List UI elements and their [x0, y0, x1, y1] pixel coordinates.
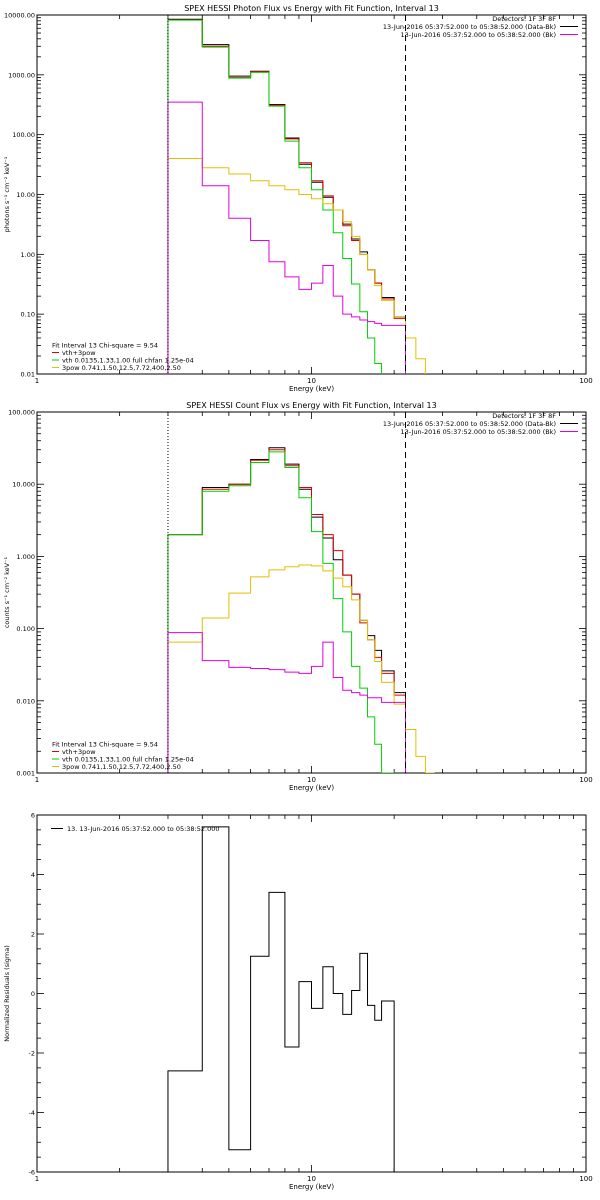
legend-item-label: 3pow 0.741,1.50,12.5,7.72,400,2.50 [62, 763, 181, 771]
x-tick-label: 10 [307, 1175, 316, 1183]
y-tick-label: 0.001 [16, 770, 35, 778]
y-tick-label: 2 [31, 931, 35, 939]
chart-panel-3: 1 10 100 Energy (keV) -6 -4 -2 0 2 4 6 Normalized R… [3, 812, 593, 1192]
chart-title: SPEX HESSI Photon Flux vs Energy with Fi… [184, 4, 439, 13]
legend-header: Fit Interval 13 Chi-square = 9.54 [52, 342, 158, 350]
chart-panel-2: SPEX HESSI Count Flux vs Energy with Fit… [3, 401, 593, 792]
legend-item-label: vth+3pow [62, 349, 96, 357]
plot-area [167, 826, 395, 1172]
series-line-vth [167, 451, 395, 773]
series-line-data-bk [167, 101, 406, 374]
y-tick-label: -2 [29, 1050, 35, 1058]
y-tick-label: 0.01 [21, 371, 35, 379]
legend-header: Fit Interval 13 Chi-square = 9.54 [52, 741, 158, 749]
y-tick-label: 0.100 [16, 625, 35, 633]
y-tick-label: 10000.00 [4, 12, 35, 20]
x-tick-label: 1 [35, 776, 39, 784]
x-axis-label: Energy (keV) [289, 784, 334, 792]
series-line-3pow [167, 157, 426, 374]
series-line-13. 13-Jun-2016 05:37:52.000 to 05:38:52.000 [167, 826, 395, 1172]
y-axis-label: photons s⁻¹ cm⁻² keV⁻¹ [3, 156, 11, 232]
legend-item-label: 13-Jun-2016 05:37:52.000 to 05:38:52.000… [383, 420, 556, 428]
series-line-vth [167, 19, 383, 374]
x-tick-label: 100 [579, 1175, 592, 1183]
x-axis-label: Energy (keV) [289, 385, 334, 393]
y-tick-label: 10.00 [16, 191, 35, 199]
x-tick-label: 10 [307, 377, 316, 385]
series-line-data [167, 447, 406, 773]
y-tick-label: 1000.00 [8, 71, 35, 79]
legend-item-label: 13. 13-Jun-2016 05:37:52.000 to 05:38:52… [67, 825, 219, 833]
legend-item-label: 13-Jun-2016 05:37:52.000 to 05:38:52.000… [401, 31, 556, 39]
x-tick-label: 100 [579, 377, 592, 385]
y-tick-label: 10.000 [12, 481, 35, 489]
legend-item-label: 3pow 0.741,1.50,12.5,7.72,400,2.50 [62, 364, 181, 372]
y-tick-label: -4 [29, 1109, 35, 1117]
plot-area [167, 15, 426, 374]
y-axis-label: Normalized Residuals (sigma) [3, 945, 11, 1042]
x-tick-label: 10 [307, 776, 316, 784]
y-tick-label: 0 [31, 990, 35, 998]
legend-header: Detectors: 1F 3F 8F [492, 15, 556, 23]
legend-item-label: vth 0.0135,1.33,1.00 full chfan 1.25e-04 [62, 756, 194, 764]
chart-title: SPEX HESSI Count Flux vs Energy with Fit… [186, 401, 437, 410]
y-tick-label: 1.00 [21, 251, 35, 259]
series-line-data [167, 18, 406, 374]
legend-item-label: 13-Jun-2016 05:37:52.000 to 05:38:52.000… [401, 428, 556, 436]
x-axis-label: Energy (keV) [289, 1183, 334, 1191]
plot-frame [36, 411, 587, 774]
chart-panel-1: SPEX HESSI Photon Flux vs Energy with Fi… [3, 4, 593, 393]
x-tick-label: 1 [35, 1175, 39, 1183]
y-tick-label: -6 [29, 1169, 35, 1177]
legend-header: Detectors: 1F 3F 8F [492, 412, 556, 420]
y-tick-label: 0.010 [16, 697, 35, 705]
y-tick-label: 1.000 [16, 553, 35, 561]
legend-item-label: vth+3pow [62, 748, 96, 756]
x-tick-label: 100 [579, 776, 592, 784]
y-tick-label: 100.000 [8, 409, 35, 417]
y-tick-label: 6 [31, 812, 35, 820]
y-axis-label: counts s⁻¹ cm⁻² keV⁻¹ [3, 556, 11, 628]
series-line-data-bk [167, 632, 406, 773]
legend-item-label: vth 0.0135,1.33,1.00 full chfan 1.25e-04 [62, 357, 194, 365]
plot-area [167, 412, 435, 773]
y-tick-label: 100.00 [12, 131, 35, 139]
y-tick-label: 4 [31, 871, 35, 879]
legend-item-label: 13-Jun-2016 05:37:52.000 to 05:38:52.000… [383, 23, 556, 31]
series-line-total [167, 19, 406, 374]
series-line-total [167, 449, 406, 773]
y-tick-label: 0.10 [21, 311, 35, 319]
x-tick-label: 1 [35, 377, 39, 385]
